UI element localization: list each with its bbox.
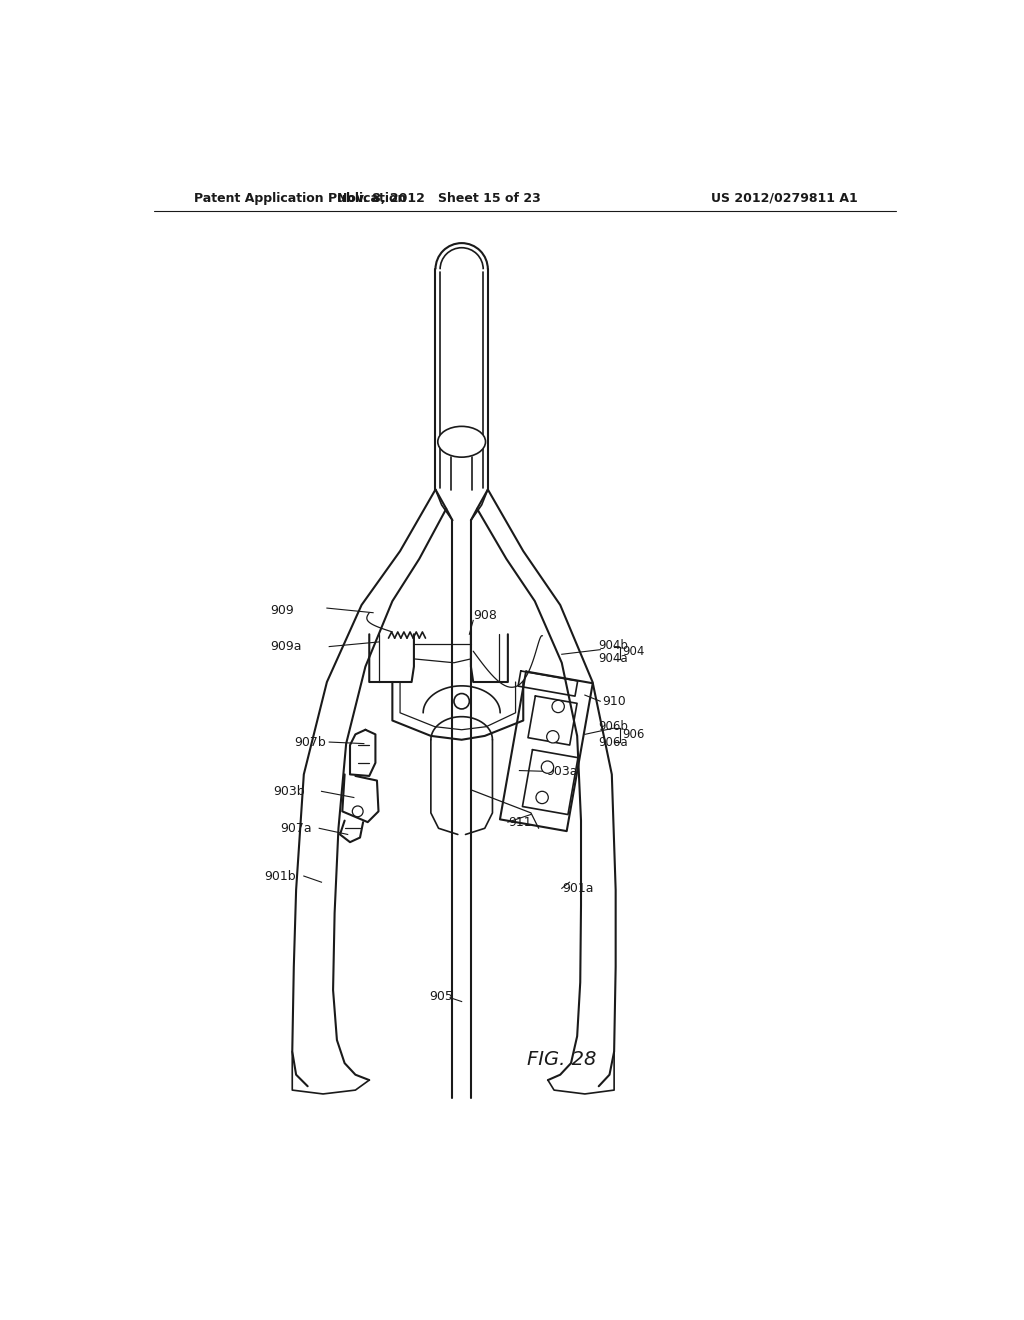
Text: 903b: 903b [273, 785, 304, 797]
Text: 911: 911 [509, 816, 532, 829]
Ellipse shape [438, 426, 485, 457]
Text: Nov. 8, 2012   Sheet 15 of 23: Nov. 8, 2012 Sheet 15 of 23 [337, 191, 541, 205]
Text: 901a: 901a [562, 882, 594, 895]
Circle shape [552, 701, 564, 713]
Circle shape [542, 760, 554, 774]
Text: 904: 904 [622, 644, 644, 657]
Text: 906b: 906b [598, 721, 628, 733]
Text: 906: 906 [622, 727, 644, 741]
Circle shape [352, 807, 364, 817]
Text: 903a: 903a [547, 764, 578, 777]
Text: 906a: 906a [598, 735, 628, 748]
Text: 907b: 907b [295, 735, 327, 748]
Text: FIG. 28: FIG. 28 [527, 1049, 596, 1069]
Text: 908: 908 [473, 609, 497, 622]
Text: 905: 905 [429, 990, 454, 1003]
Text: 904a: 904a [598, 652, 628, 665]
Circle shape [547, 731, 559, 743]
Circle shape [454, 693, 469, 709]
Circle shape [536, 791, 548, 804]
Text: 904b: 904b [598, 639, 628, 652]
Text: 909: 909 [270, 603, 295, 616]
Text: 901b: 901b [264, 870, 295, 883]
Text: US 2012/0279811 A1: US 2012/0279811 A1 [711, 191, 857, 205]
Text: 907a: 907a [281, 822, 312, 834]
Text: 910: 910 [602, 694, 627, 708]
Text: Patent Application Publication: Patent Application Publication [194, 191, 407, 205]
Text: 909a: 909a [270, 640, 302, 653]
